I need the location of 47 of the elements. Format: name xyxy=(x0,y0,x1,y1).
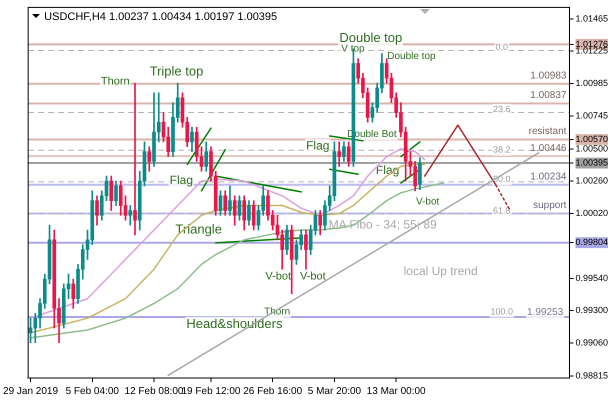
y-tick-label: 1.01276 xyxy=(575,38,608,49)
annotation: V-bot xyxy=(265,270,292,282)
x-tick-label: 5 Feb 04:00 xyxy=(66,386,120,397)
y-tick-label: 1.00500 xyxy=(575,143,608,154)
ref-line-label: resistant xyxy=(528,126,567,138)
annotation: 100.0 xyxy=(490,306,514,317)
y-tick-label: 0.99540 xyxy=(575,272,608,283)
annotation: Triple top xyxy=(150,63,204,78)
x-tick-label: 29 Jan 2019 xyxy=(3,386,58,397)
y-tick-label: 0.99060 xyxy=(575,337,608,348)
annotation: Double top xyxy=(387,51,436,62)
annotation: Thorn xyxy=(100,76,130,88)
y-tick-label: 0.99300 xyxy=(575,305,608,316)
y-tick-label: 1.00570 xyxy=(575,134,608,144)
ref-line-label: 1.00234 xyxy=(530,172,567,182)
y-tick-label: 1.00395 xyxy=(575,158,608,168)
y-tick-label: 1.00020 xyxy=(575,208,608,218)
y-tick-label: 1.00260 xyxy=(575,176,608,186)
y-tick-label: 1.01465 xyxy=(575,13,608,24)
x-tick-label: 26 Feb 16:00 xyxy=(243,386,303,397)
annotation: Head&shoulders xyxy=(186,316,283,331)
y-tick-label: 1.00745 xyxy=(575,110,608,120)
annotation: V top xyxy=(341,44,366,55)
annotation: local Up trend xyxy=(404,264,478,278)
x-tick-label: 13 Mar 00:00 xyxy=(366,386,426,397)
annotation: 0.0 xyxy=(496,42,508,52)
x-tick-label: 19 Feb 12:00 xyxy=(182,386,241,397)
y-tick-label: 1.00985 xyxy=(575,78,608,88)
annotation: V-bot xyxy=(300,270,326,282)
ref-line-label: 1.00837 xyxy=(530,90,567,102)
annotation: 23.6 xyxy=(493,104,511,114)
annotation: Flag xyxy=(306,138,330,152)
ref-line-label: support xyxy=(533,200,567,212)
chart-title: USDCHF,H4 1.00237 1.00434 1.00197 1.00395 xyxy=(44,10,278,23)
annotation: 38.2 xyxy=(493,144,511,155)
y-tick-label: 0.98815 xyxy=(575,370,608,380)
ref-line-label: 1.00983 xyxy=(530,70,567,82)
annotation: Flag xyxy=(170,173,194,188)
x-tick-label: 5 Mar 20:00 xyxy=(308,386,362,397)
y-tick-label: 0.99804 xyxy=(575,237,608,248)
x-tick-label: 12 Feb 08:00 xyxy=(124,386,184,397)
ref-line-label: 1.00446 xyxy=(530,142,567,154)
annotation: Double top xyxy=(339,30,402,46)
annotation: 61.8 xyxy=(493,206,511,216)
candlestick xyxy=(133,82,137,236)
annotation: V-bot xyxy=(416,196,440,208)
annotation: 1.99253 xyxy=(527,306,564,318)
